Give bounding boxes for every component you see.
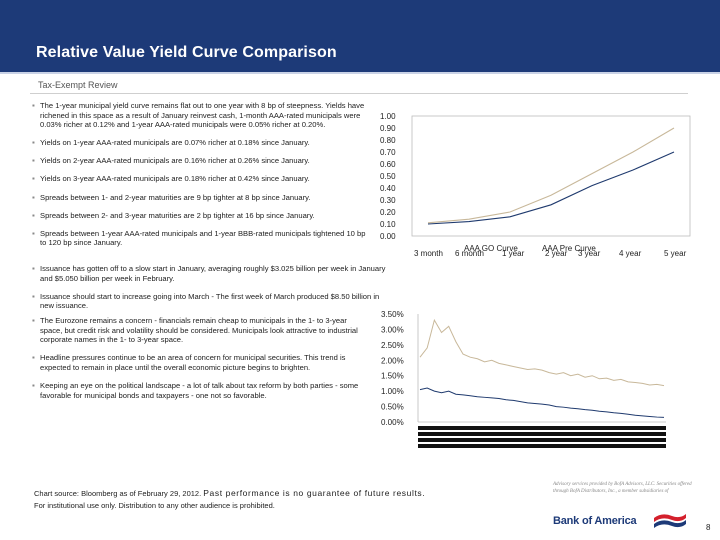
y-tick-label: 1.00: [380, 112, 396, 121]
y-tick-label: 0.20: [380, 208, 396, 217]
plot-frame: [411, 115, 691, 237]
bullet-item: The 1-year municipal yield curve remains…: [32, 101, 367, 130]
bullet-item: Keeping an eye on the political landscap…: [32, 381, 362, 400]
x-tick-label: 3 year: [578, 249, 601, 258]
page-subtitle: Tax-Exempt Review: [38, 80, 118, 90]
bullet-list-outlook: The Eurozone remains a concern - financi…: [32, 316, 362, 409]
series-line: [427, 151, 675, 225]
source-text: Chart source: Bloomberg as of February 2…: [34, 489, 202, 498]
x-tick-label-band: [418, 432, 666, 436]
x-tick-label-band: [418, 438, 666, 442]
x-tick-label: 4 year: [619, 249, 642, 258]
bullet-item: Headline pressures continue to be an are…: [32, 353, 362, 372]
x-tick-label-band: [418, 426, 666, 430]
y-tick-label: 0.10: [380, 220, 396, 229]
y-tick-label: 0.00%: [381, 418, 404, 427]
page-title: Relative Value Yield Curve Comparison: [36, 44, 337, 61]
y-tick-label: 2.00%: [381, 356, 404, 365]
subtitle-divider: [30, 93, 688, 94]
y-tick-label: 0.70: [380, 148, 396, 157]
y-tick-label: 1.00%: [381, 387, 404, 396]
y-tick-label: 0.50%: [381, 403, 404, 412]
y-tick-label: 0.80: [380, 136, 396, 145]
bank-logo-text: Bank of America: [553, 515, 637, 527]
x-tick-label: 5 year: [664, 249, 687, 258]
page-number: 8: [706, 523, 711, 532]
bullet-item: Spreads between 1-year AAA-rated municip…: [32, 229, 367, 248]
bullet-item: Spreads between 2- and 3-year maturities…: [32, 211, 367, 221]
series-line: [427, 127, 675, 224]
bullet-item: Yields on 3-year AAA-rated municipals ar…: [32, 174, 367, 184]
y-tick-label: 0.50: [380, 172, 396, 181]
y-tick-label: 0.90: [380, 124, 396, 133]
y-tick-label: 2.50%: [381, 341, 404, 350]
x-tick-label: 3 month: [414, 249, 443, 258]
series-line: [419, 318, 665, 387]
x-tick-label: 2 year: [545, 249, 568, 258]
chart-source-note: Chart source: Bloomberg as of February 2…: [34, 488, 425, 498]
bullet-item: Spreads between 1- and 2-year maturities…: [32, 193, 367, 203]
x-tick-label: 6 month: [455, 249, 484, 258]
bullet-item: Issuance should start to increase going …: [32, 292, 387, 311]
y-tick-label: 0.00: [380, 232, 396, 241]
x-tick-label: 1 year: [502, 249, 525, 258]
spread-history-chart: 3.50% 3.00% 2.50% 2.00% 1.50% 1.00% 0.50% 0.00%: [381, 310, 666, 448]
y-tick-label: 3.00%: [381, 325, 404, 334]
yield-curve-chart: 1.00 0.90 0.80 0.70 0.60 0.50 0.40 0.30 0.20 0.10…: [380, 112, 691, 258]
bullet-item: The Eurozone remains a concern - financi…: [32, 316, 362, 345]
y-tick-label: 3.50%: [381, 310, 404, 319]
bullet-list-yields: The 1-year municipal yield curve remains…: [32, 101, 367, 256]
bank-flag-logo-icon: [654, 514, 686, 528]
performance-disclaimer: Past performance is no guarantee of futu…: [203, 488, 426, 498]
bullet-list-issuance: Issuance has gotten off to a slow start …: [32, 264, 387, 319]
header-rule: [0, 72, 720, 74]
legend-entry: AAA GO Curve: [464, 244, 518, 253]
y-tick-label: 0.30: [380, 196, 396, 205]
bullet-item: Yields on 1-year AAA-rated municipals ar…: [32, 138, 367, 148]
legend-entry: AAA Pre Curve: [542, 244, 596, 253]
y-tick-label: 0.40: [380, 184, 396, 193]
x-tick-label-band: [418, 444, 666, 448]
y-tick-label: 0.60: [380, 160, 396, 169]
header-band: [0, 0, 720, 72]
bullet-item: Yields on 2-year AAA-rated municipals ar…: [32, 156, 367, 166]
y-tick-label: 1.50%: [381, 372, 404, 381]
bullet-item: Issuance has gotten off to a slow start …: [32, 264, 387, 283]
advisory-note: Advisory services provided by BofA Advis…: [553, 482, 692, 494]
distribution-disclaimer: For institutional use only. Distribution…: [34, 501, 275, 510]
series-line: [419, 387, 665, 418]
